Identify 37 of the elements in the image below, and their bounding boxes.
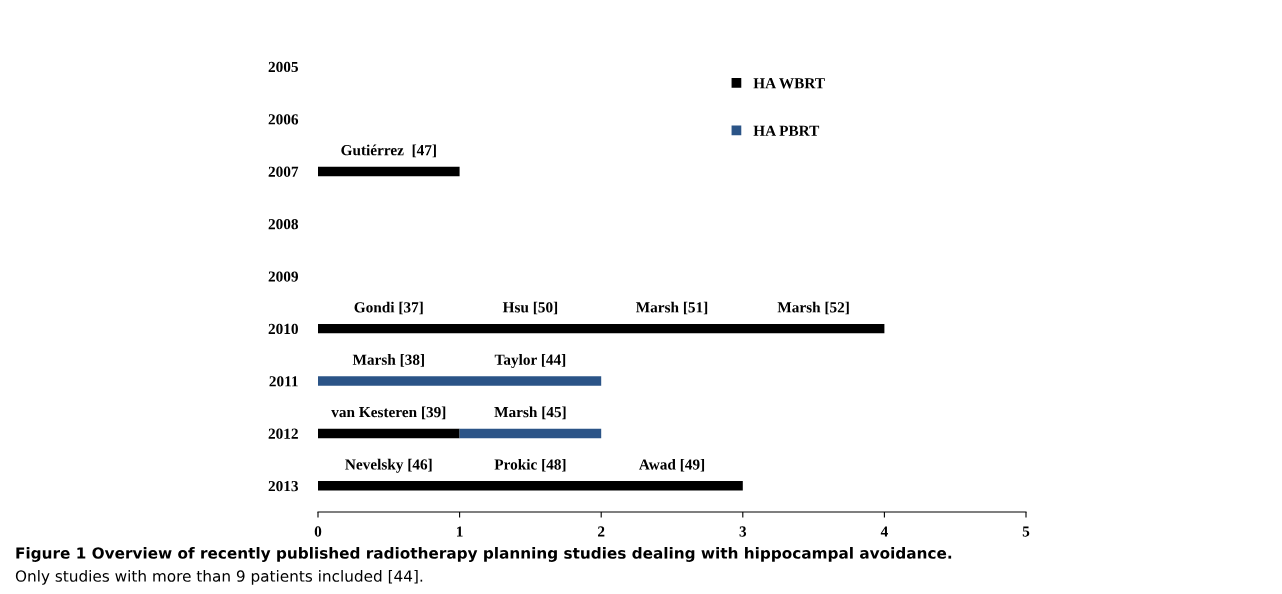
annotation: Gondi [37] (354, 301, 423, 315)
y-tick-label: 2011 (269, 376, 298, 387)
annotation: Marsh [51] (635, 301, 708, 315)
x-tick-label: 1 (457, 526, 463, 537)
bar (318, 428, 460, 439)
y-tick-label: 2008 (268, 218, 299, 230)
x-tick-label: 3 (739, 526, 747, 537)
annotation: Hsu [50] (502, 301, 558, 315)
x-tick-label: 2 (598, 526, 605, 537)
bar (318, 166, 460, 177)
annotation: Gutiérrez [47] (341, 144, 436, 158)
legend-label: HA PBRT (753, 125, 820, 136)
y-tick-label: 2013 (268, 480, 299, 492)
caption: Figure 1 Overview of recently published radiotherapy planning studies dealing with hippocampal avoidance. (16, 547, 952, 562)
y-tick-label: 2006 (268, 114, 299, 125)
annotation: Marsh [45] (494, 406, 566, 420)
y-tick-label: 2010 (268, 323, 298, 335)
x-tick-label: 4 (880, 526, 888, 537)
y-tick-label: 2009 (268, 271, 298, 282)
y-tick-label: 2007 (268, 166, 299, 177)
x-tick-label: 0 (314, 526, 322, 537)
annotation: Taylor [44] (494, 354, 566, 368)
legend-label: HA WBRT (753, 78, 825, 89)
annotation: Awad [49] (638, 458, 705, 472)
y-tick-label: 2005 (268, 61, 298, 73)
annotation: Nevelsky [46] (345, 458, 432, 473)
y-tick-label: 2012 (268, 428, 298, 439)
bar (318, 323, 885, 334)
x-tick-label: 5 (1022, 526, 1030, 537)
annotation: Marsh [52] (777, 301, 849, 315)
annotation: Marsh [38] (352, 354, 424, 367)
annotation: Prokic [48] (494, 458, 566, 472)
bar (459, 428, 602, 439)
annotation: van Kesteren [39] (331, 406, 446, 420)
text: Only studies with more than 9 patients included [44]. (15, 570, 423, 585)
bar (318, 481, 743, 491)
bar (318, 376, 602, 386)
